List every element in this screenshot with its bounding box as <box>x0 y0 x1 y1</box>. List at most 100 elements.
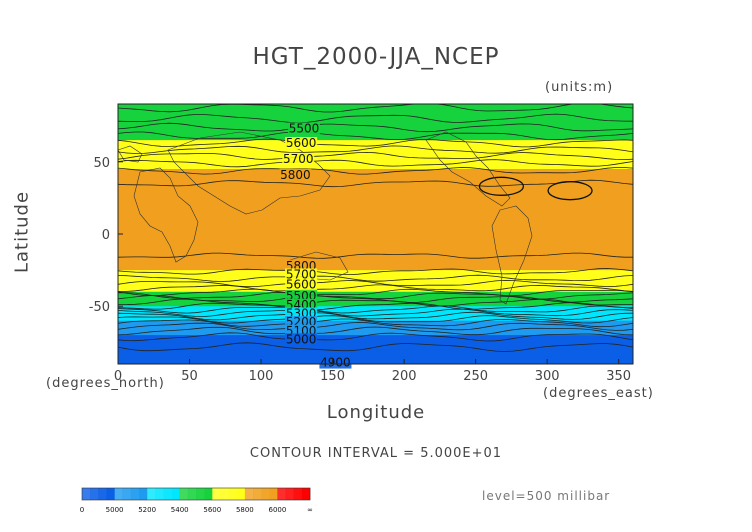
coastline <box>133 167 199 263</box>
contour-label-bg <box>285 333 318 346</box>
y-tick-label: 0 <box>102 228 110 243</box>
contour-label-bg <box>285 268 318 281</box>
legend-label: 5400 <box>171 506 189 514</box>
legend-swatch <box>114 488 124 500</box>
contour-line <box>118 138 633 148</box>
x-tick-label: 150 <box>320 369 345 384</box>
contour-label-bg <box>285 278 318 291</box>
filled-band <box>118 284 633 293</box>
filled-bands <box>118 104 633 364</box>
filled-band <box>118 270 633 278</box>
coastlines <box>117 131 533 305</box>
legend-swatch <box>98 488 107 500</box>
contour-label-bg <box>282 152 315 165</box>
contour-line <box>118 151 633 161</box>
filled-band <box>118 169 633 177</box>
contour-line <box>118 295 633 303</box>
contour-label: 5600 <box>286 278 317 292</box>
contour-line <box>118 302 633 311</box>
legend-swatch <box>253 488 262 500</box>
filled-band <box>118 327 633 336</box>
filled-band <box>118 234 633 250</box>
filled-band <box>118 356 633 364</box>
contour-line <box>118 326 633 336</box>
x-tick-label: 100 <box>249 369 274 384</box>
filled-band <box>118 190 633 206</box>
coastline <box>167 131 331 215</box>
contour-line <box>118 284 633 292</box>
filled-band <box>118 248 633 264</box>
contour-line <box>118 332 633 342</box>
contour-line <box>118 279 633 288</box>
legend-swatch <box>285 488 295 500</box>
filled-band <box>118 349 633 358</box>
legend-swatch <box>147 488 156 500</box>
contour-line <box>118 315 633 324</box>
legend-swatch <box>90 488 99 500</box>
contour-label: 5700 <box>283 152 314 166</box>
contour-line <box>118 252 633 259</box>
contour-label: 5600 <box>286 136 317 150</box>
legend-label: 5200 <box>138 506 156 514</box>
filled-band <box>118 147 633 156</box>
filled-band <box>118 205 633 221</box>
filled-band <box>118 176 633 192</box>
contour-line <box>118 159 633 168</box>
filled-band <box>118 262 633 271</box>
filled-band <box>118 291 633 300</box>
legend-label: 6000 <box>269 506 287 514</box>
legend-swatch <box>293 488 303 500</box>
contour-line <box>118 318 633 328</box>
contour-line <box>118 131 633 141</box>
legend-frame <box>81 487 311 501</box>
y-tick-label: 50 <box>93 156 110 171</box>
filled-band <box>118 219 633 235</box>
legend-swatch <box>171 488 181 500</box>
y-unit-note: (degrees_east) <box>543 386 654 401</box>
filled-band <box>118 104 633 112</box>
units-note: (units:m) <box>545 80 614 95</box>
x-axis-label: Longitude <box>326 402 426 423</box>
contour-line <box>118 274 633 282</box>
x-tick-label: 350 <box>606 369 631 384</box>
legend-swatch <box>139 488 148 500</box>
legend-swatch <box>179 488 189 500</box>
filled-band <box>118 125 633 134</box>
contour-label-bg <box>287 122 320 135</box>
contour-line <box>118 104 633 113</box>
legend-swatch <box>244 488 254 500</box>
contour-label: 5700 <box>286 267 317 281</box>
legend-swatch <box>82 488 91 500</box>
high-center-contour <box>478 176 525 196</box>
filled-band <box>118 335 633 343</box>
x-tick-label: 250 <box>463 369 488 384</box>
filled-band <box>118 299 633 307</box>
legend-swatch <box>269 488 278 500</box>
contour-label: 5800 <box>280 168 311 182</box>
contour-label-bg <box>319 356 352 369</box>
legend-label: 5800 <box>236 506 254 514</box>
contour-line <box>118 179 633 188</box>
contour-line <box>118 342 633 352</box>
legend-swatch <box>163 488 172 500</box>
contour-line <box>118 113 633 124</box>
contour-lines <box>118 104 633 352</box>
contour-line <box>118 322 633 331</box>
contour-line <box>118 268 633 276</box>
level-text: level=500 millibar <box>482 489 611 503</box>
legend-swatch <box>196 488 205 500</box>
filled-band <box>118 154 633 163</box>
filled-band <box>118 342 633 351</box>
contour-label-bg <box>279 168 312 181</box>
coastline <box>491 205 533 305</box>
contour-label: 5500 <box>289 122 320 136</box>
contour-line <box>118 291 633 300</box>
legend-swatch <box>130 488 140 500</box>
contour-label: 4900 <box>320 356 351 370</box>
legend-swatch <box>220 488 229 500</box>
legend-swatch <box>228 488 238 500</box>
legend-swatch <box>236 488 246 500</box>
legend-swatch <box>261 488 270 500</box>
legend-swatch <box>106 488 115 500</box>
